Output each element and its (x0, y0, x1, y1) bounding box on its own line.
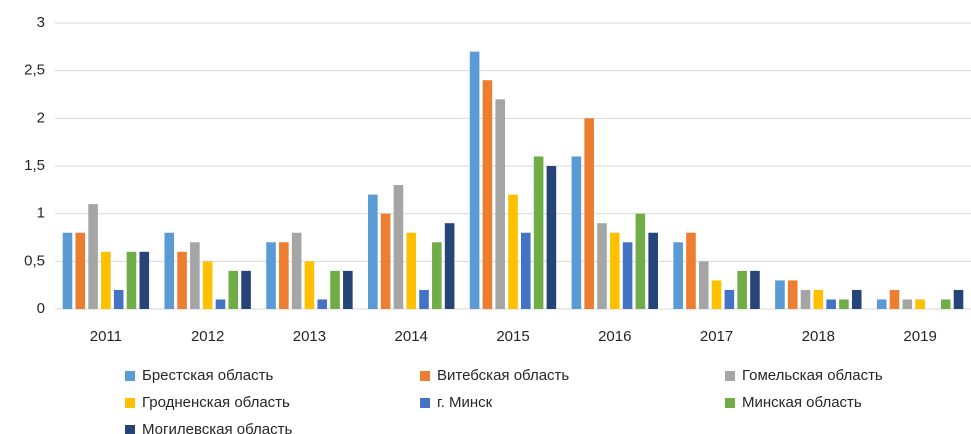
legend-swatch (125, 425, 135, 434)
legend-swatch (420, 398, 430, 408)
bar (215, 299, 226, 309)
y-tick-label: 1,5 (24, 157, 45, 174)
bar (469, 51, 480, 309)
bar (737, 270, 747, 309)
bar (380, 213, 391, 309)
bar (584, 118, 594, 309)
bar (241, 270, 251, 309)
bar (902, 299, 913, 309)
x-tick-label: 2016 (598, 328, 631, 345)
bar (839, 299, 849, 309)
bar (419, 289, 429, 309)
bar (851, 289, 862, 309)
bar (393, 185, 404, 309)
bar (508, 194, 518, 309)
x-tick-label: 2017 (700, 328, 733, 345)
bar (533, 156, 544, 309)
bar (495, 99, 505, 310)
legend-label: Витебская область (437, 367, 569, 384)
x-tick-label: 2014 (395, 328, 428, 345)
bar (940, 299, 951, 309)
x-tick-label: 2012 (191, 328, 224, 345)
x-tick-label: 2015 (496, 328, 529, 345)
legend-label: Могилевская область (142, 421, 293, 434)
bar (368, 194, 378, 309)
y-tick-label: 2,5 (24, 62, 45, 79)
bar (673, 242, 683, 309)
bar (62, 232, 73, 309)
bar (228, 270, 239, 309)
bar (622, 242, 633, 309)
bar (343, 270, 353, 309)
bar (571, 156, 582, 309)
bar (876, 299, 887, 309)
bar (521, 232, 531, 309)
y-tick-label: 0 (37, 300, 45, 317)
bar (164, 232, 175, 309)
legend-swatch (420, 371, 430, 381)
legend-swatch (125, 371, 135, 381)
bar (889, 289, 900, 309)
bar (953, 289, 964, 309)
x-tick-label: 2018 (802, 328, 835, 345)
legend-label: Гродненская область (142, 394, 290, 411)
legend-swatch (725, 398, 735, 408)
legend-label: Брестская область (142, 367, 273, 384)
bar (597, 223, 607, 309)
bar (800, 289, 811, 309)
bar (202, 261, 213, 309)
x-tick-label: 2013 (293, 328, 326, 345)
bar (126, 251, 137, 309)
bar (482, 80, 493, 309)
y-tick-label: 2 (37, 109, 45, 126)
y-tick-label: 0,5 (24, 252, 45, 269)
bar (915, 299, 925, 309)
bar (775, 280, 785, 309)
bar (317, 299, 328, 309)
bar (698, 261, 709, 309)
x-tick-label: 2011 (90, 328, 122, 345)
bar (101, 251, 111, 309)
bar (546, 166, 557, 309)
y-tick-label: 3 (37, 14, 45, 31)
bar (190, 242, 200, 309)
y-tick-label: 1 (37, 205, 45, 222)
bar (609, 232, 620, 309)
bar (813, 289, 824, 309)
bar (648, 232, 658, 309)
legend-swatch (125, 398, 135, 408)
legend-label: Гомельская область (742, 367, 883, 384)
bar (826, 299, 836, 309)
bar (406, 232, 417, 309)
bar (711, 280, 722, 309)
bar (635, 213, 646, 309)
bar (75, 232, 86, 309)
bar (330, 270, 340, 309)
x-tick-label: 2019 (903, 328, 936, 345)
legend-label: г. Минск (437, 394, 493, 411)
bar (113, 289, 124, 309)
bar (266, 242, 276, 309)
bar (88, 204, 98, 309)
bar (177, 251, 187, 309)
bar (686, 232, 696, 309)
bar (279, 242, 289, 309)
bar (291, 232, 302, 309)
legend-swatch (725, 371, 735, 381)
bar (750, 270, 760, 309)
bar (432, 242, 442, 309)
bar (304, 261, 315, 309)
bar (139, 251, 150, 309)
legend-label: Минская область (742, 394, 862, 411)
bar (787, 280, 798, 309)
bar (724, 289, 735, 309)
bar (444, 223, 455, 309)
